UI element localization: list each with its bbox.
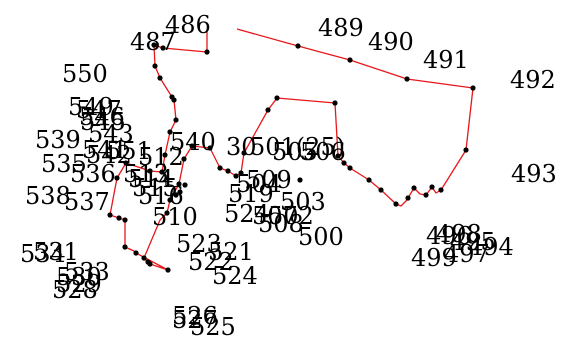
node-label: 525 — [190, 313, 236, 341]
node-label: 536 — [70, 160, 116, 188]
node-label: 493 — [511, 160, 557, 188]
route-node — [265, 107, 270, 112]
route-node — [217, 165, 222, 170]
route-node — [405, 195, 410, 200]
route-node — [404, 76, 409, 81]
node-label: 506 — [300, 138, 346, 166]
route-node — [429, 184, 434, 189]
node-label: 500 — [298, 223, 344, 251]
route-node — [133, 250, 138, 255]
node-label: 487 — [130, 28, 176, 56]
route-node — [122, 244, 127, 249]
node-label: 537 — [64, 188, 110, 216]
route-node — [122, 217, 127, 222]
route-node — [295, 43, 300, 48]
route-node — [165, 267, 170, 272]
node-label: 489 — [318, 14, 364, 42]
route-node — [347, 165, 352, 170]
node-label: 510 — [152, 203, 198, 231]
route-node — [141, 255, 146, 260]
node-label: 524 — [212, 262, 258, 290]
route-node — [438, 187, 443, 192]
route-node — [297, 177, 302, 182]
node-label: 492 — [510, 66, 556, 94]
route-node — [411, 185, 416, 190]
route-node — [463, 147, 468, 152]
route-node — [274, 95, 279, 100]
node-label: 528 — [52, 276, 98, 304]
route-node — [204, 49, 209, 54]
route-node — [169, 94, 174, 99]
route-node — [173, 117, 178, 122]
route-node — [157, 75, 162, 80]
route-node — [393, 201, 398, 206]
node-label: 491 — [423, 46, 469, 74]
route-node — [225, 168, 230, 173]
route-node — [378, 187, 383, 192]
route-node — [423, 192, 428, 197]
route-node — [366, 177, 371, 182]
node-label: 497 — [444, 240, 490, 268]
route-node — [152, 63, 157, 68]
route-node — [147, 261, 152, 266]
route-node — [116, 215, 121, 220]
node-label: 550 — [62, 60, 108, 88]
route-node — [332, 100, 337, 105]
node-label: 490 — [368, 28, 414, 56]
route-node — [347, 57, 352, 62]
route-node — [470, 85, 475, 90]
